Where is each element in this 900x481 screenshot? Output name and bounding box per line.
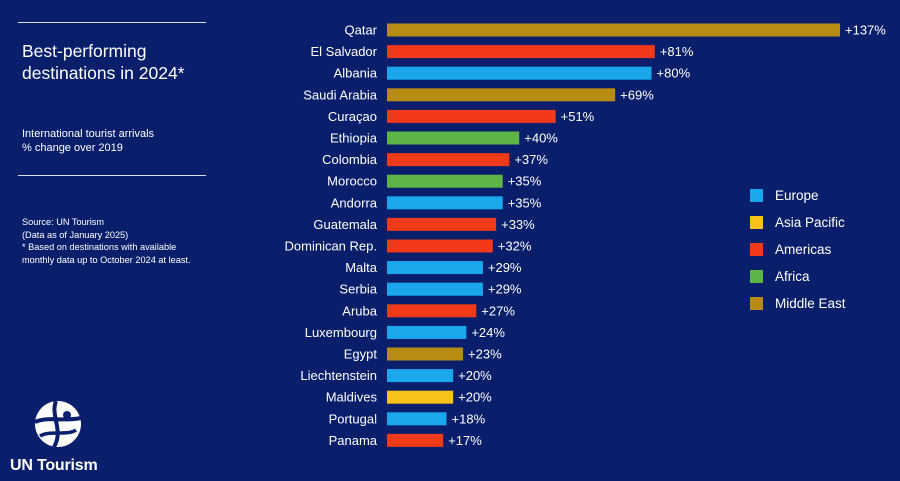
bar xyxy=(387,45,655,59)
legend-label: Europe xyxy=(775,188,819,203)
bar xyxy=(387,109,556,123)
value-label: +37% xyxy=(514,152,548,167)
source-line-4: monthly data up to October 2024 at least… xyxy=(22,254,191,265)
bar xyxy=(387,66,652,80)
bar xyxy=(387,390,454,404)
legend-item: Americas xyxy=(750,236,846,263)
category-label: Dominican Rep. xyxy=(285,239,378,254)
legend-label: Americas xyxy=(775,242,832,257)
category-label: Qatar xyxy=(344,23,377,38)
category-label: Albania xyxy=(334,66,378,81)
bar xyxy=(387,433,444,447)
legend: Europe Asia Pacific Americas Africa Middle E… xyxy=(750,182,846,317)
category-label: Portugal xyxy=(329,411,378,426)
legend-item: Middle East xyxy=(750,290,846,317)
value-label: +27% xyxy=(481,303,515,318)
value-label: +24% xyxy=(471,325,505,340)
bar xyxy=(387,217,497,231)
value-label: +29% xyxy=(488,260,522,275)
bar xyxy=(387,412,447,426)
legend-swatch xyxy=(750,297,763,310)
value-label: +32% xyxy=(498,239,532,254)
bar xyxy=(387,304,477,318)
bar xyxy=(387,261,483,275)
panel-title: Best-performing destinations in 2024* xyxy=(22,41,185,83)
category-label: Egypt xyxy=(344,347,378,362)
bar xyxy=(387,239,493,253)
category-label: Andorra xyxy=(331,195,378,210)
value-label: +69% xyxy=(620,87,654,102)
value-label: +40% xyxy=(524,131,558,146)
bottom-divider xyxy=(18,175,206,176)
category-label: Saudi Arabia xyxy=(303,87,377,102)
top-divider xyxy=(18,22,206,23)
bar xyxy=(387,196,503,210)
bar xyxy=(387,282,483,296)
category-label: El Salvador xyxy=(311,44,378,59)
legend-item: Asia Pacific xyxy=(750,209,846,236)
category-label: Liechtenstein xyxy=(300,368,377,383)
source-note: Source: UN Tourism (Data as of January 2… xyxy=(22,216,237,266)
category-label: Aruba xyxy=(342,303,377,318)
value-label: +80% xyxy=(657,66,691,81)
legend-label: Middle East xyxy=(775,296,846,311)
bar xyxy=(387,369,454,383)
bar xyxy=(387,347,464,361)
category-label: Ethiopia xyxy=(330,131,378,146)
value-label: +23% xyxy=(468,347,502,362)
source-line-2: (Data as of January 2025) xyxy=(22,229,129,240)
subtitle-line-2: % change over 2019 xyxy=(22,142,123,154)
subtitle-line-1: International tourist arrivals xyxy=(22,128,155,140)
value-label: +33% xyxy=(501,217,535,232)
source-line-1: Source: UN Tourism xyxy=(22,217,105,227)
category-label: Morocco xyxy=(327,174,377,189)
source-line-3: * Based on destinations with available xyxy=(22,242,177,252)
value-label: +35% xyxy=(508,195,542,210)
legend-label: Africa xyxy=(775,269,810,284)
value-label: +20% xyxy=(458,390,492,405)
legend-swatch xyxy=(750,270,763,283)
value-label: +18% xyxy=(452,411,486,426)
logo-text: UN Tourism xyxy=(10,457,98,474)
value-label: +137% xyxy=(845,23,886,38)
value-label: +29% xyxy=(488,282,522,297)
legend-label: Asia Pacific xyxy=(775,215,845,230)
category-label: Malta xyxy=(345,260,378,275)
category-label: Colombia xyxy=(322,152,378,167)
category-label: Serbia xyxy=(339,282,377,297)
category-label: Maldives xyxy=(326,390,378,405)
value-label: +81% xyxy=(660,44,694,59)
bar xyxy=(387,174,503,188)
bar xyxy=(387,325,467,339)
bar xyxy=(387,23,840,37)
category-label: Luxembourg xyxy=(305,325,377,340)
un-tourism-logo-icon xyxy=(34,400,82,449)
legend-swatch xyxy=(750,243,763,256)
legend-item: Europe xyxy=(750,182,846,209)
bar xyxy=(387,88,616,102)
value-label: +20% xyxy=(458,368,492,383)
category-label: Guatemala xyxy=(313,217,377,232)
category-label: Curaçao xyxy=(328,109,377,124)
bar xyxy=(387,153,510,167)
value-label: +51% xyxy=(561,109,595,124)
legend-swatch xyxy=(750,189,763,202)
panel-subtitle: International tourist arrivals % change … xyxy=(22,127,222,155)
legend-item: Africa xyxy=(750,263,846,290)
value-label: +35% xyxy=(508,174,542,189)
bar xyxy=(387,131,520,145)
value-label: +17% xyxy=(448,433,482,448)
legend-swatch xyxy=(750,216,763,229)
category-label: Panama xyxy=(329,433,378,448)
